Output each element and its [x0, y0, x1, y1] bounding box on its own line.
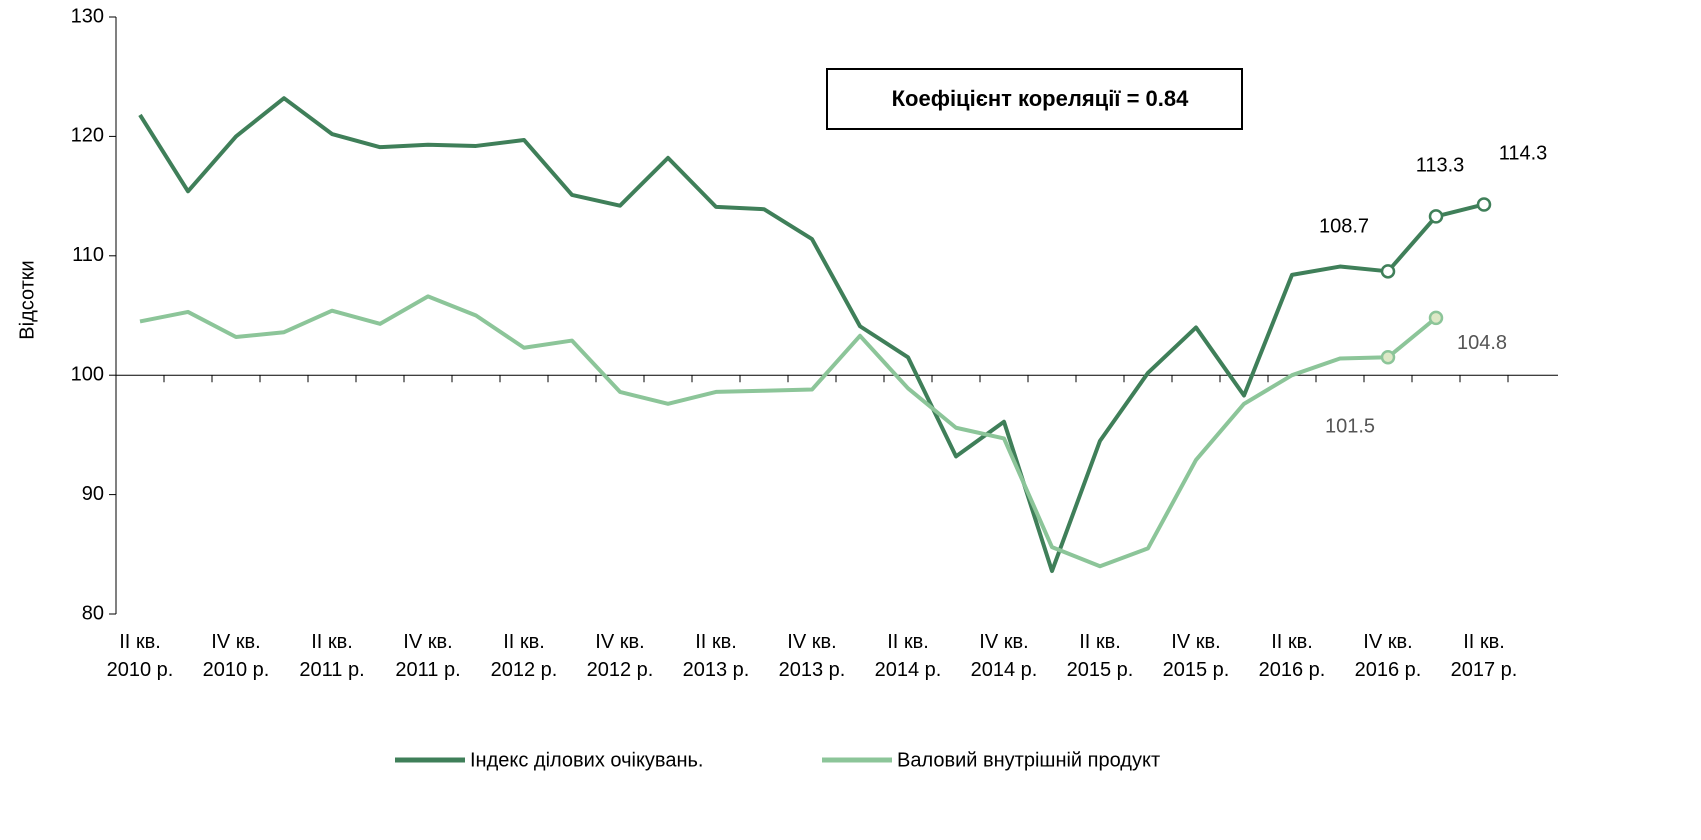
x-tick-label: IV кв. 2015 р.	[1162, 631, 1230, 681]
x-tick-label: II кв. 2015 р.	[1066, 631, 1134, 681]
annotation-box	[826, 68, 1243, 130]
annotation: Коефіцієнт кореляції = 0.84	[892, 86, 1190, 111]
y-tick-label: 100	[71, 363, 104, 385]
x-tick-label: IV кв. 2012 р.	[586, 631, 654, 681]
x-tick-label: II кв. 2016 р.	[1258, 631, 1326, 681]
x-tick-label: II кв. 2014 р.	[874, 631, 942, 681]
x-tick-label: IV кв. 2014 р.	[970, 631, 1038, 681]
point-marker	[1428, 310, 1444, 326]
point-marker	[1380, 350, 1396, 365]
y-tick-label: 130	[71, 5, 104, 27]
series-line	[139, 294, 1438, 569]
data-label: 101.5	[1325, 416, 1375, 438]
x-tick-label: II кв. 2010 р.	[106, 631, 174, 681]
data-label: 113.3	[1416, 155, 1465, 177]
data-label: 104.8	[1457, 332, 1507, 354]
legend-label: Індекс ділових очікувань.	[470, 749, 703, 771]
x-tick-label: II кв. 2012 р.	[490, 631, 558, 681]
y-axis-label: Відсотки	[16, 260, 38, 339]
y-tick-label: 90	[82, 483, 104, 505]
x-tick-label: IV кв. 2016 р.	[1354, 631, 1422, 681]
point-marker	[1380, 264, 1396, 279]
y-tick-label: 80	[82, 602, 104, 624]
series-line	[138, 96, 1485, 574]
data-label: 114.3	[1499, 143, 1548, 165]
x-tick-label: IV кв. 2010 р.	[202, 631, 270, 681]
x-tick-label: IV кв. 2013 р.	[778, 631, 846, 681]
data-label: 108.7	[1319, 216, 1369, 238]
legend-label: Валовий внутрішній продукт	[897, 749, 1160, 771]
x-tick-label: II кв. 2013 р.	[682, 631, 750, 681]
y-tick-label: 120	[71, 125, 104, 147]
x-tick-label: II кв. 2011 р.	[299, 631, 365, 681]
x-tick-label: IV кв. 2011 р.	[395, 631, 461, 681]
point-marker	[1476, 197, 1492, 212]
x-tick-label: II кв. 2017 р.	[1450, 631, 1518, 681]
y-tick-label: 110	[72, 244, 104, 266]
point-marker	[1428, 209, 1444, 224]
